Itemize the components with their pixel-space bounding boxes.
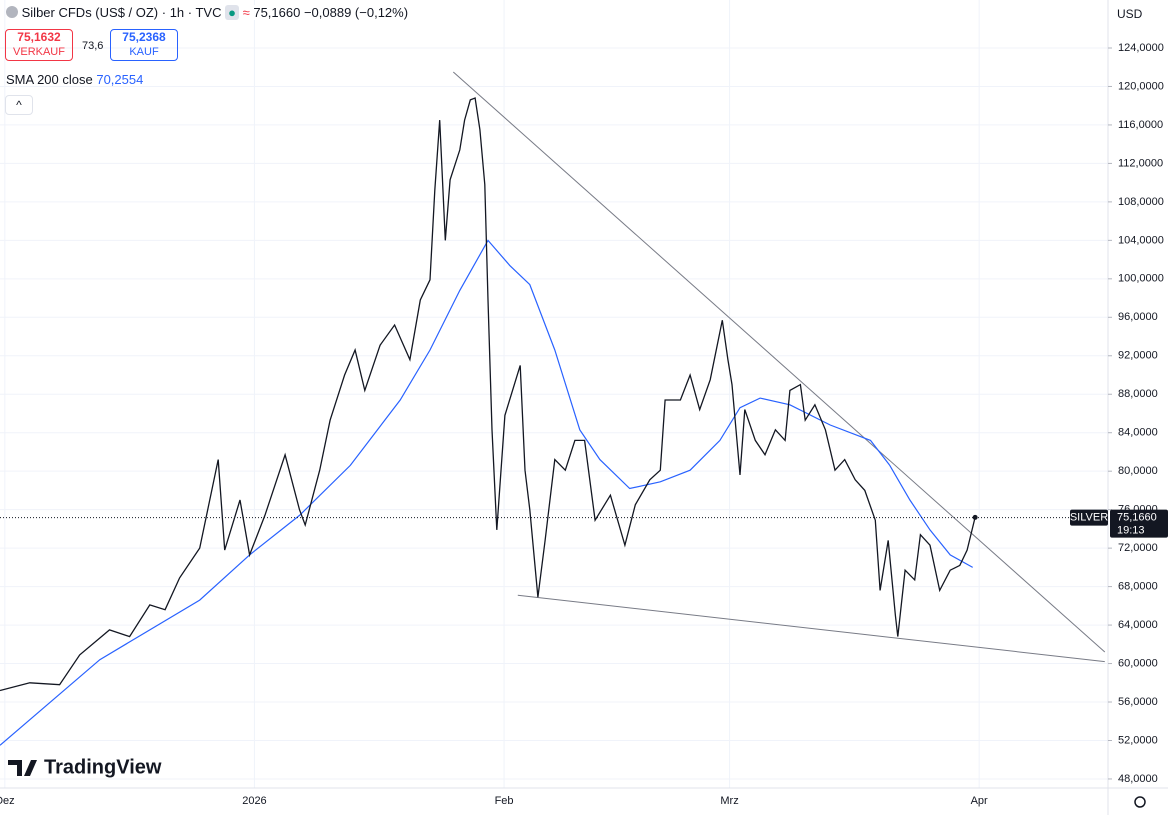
y-tick-label: 52,0000 xyxy=(1118,734,1158,746)
status-badge: ≈ xyxy=(242,5,250,20)
last-point xyxy=(972,514,978,520)
y-tick-label: 76,0000 xyxy=(1118,504,1158,516)
price-change: −0,0889 (−0,12%) xyxy=(303,5,409,20)
y-tick-label: 48,0000 xyxy=(1118,773,1158,785)
y-tick-label: 84,0000 xyxy=(1118,427,1158,439)
y-tick-label: 92,0000 xyxy=(1118,350,1158,362)
logo-text: TradingView xyxy=(44,756,162,778)
price-line xyxy=(0,97,976,692)
logo: TradingView xyxy=(8,756,162,778)
y-tick-label: 60,0000 xyxy=(1118,657,1158,669)
y-tick-label: 108,0000 xyxy=(1118,196,1164,208)
y-tick-label: 100,0000 xyxy=(1118,273,1164,285)
logo-mark xyxy=(8,760,37,776)
x-tick-label: Apr xyxy=(971,795,988,807)
x-tick-label: 2026 xyxy=(242,795,266,807)
collapse-button[interactable]: ^ xyxy=(5,95,33,115)
y-tick-label: 112,0000 xyxy=(1118,157,1163,169)
sell-button[interactable]: 75,1632 VERKAUF xyxy=(5,29,73,61)
buy-button[interactable]: 75,2368 KAUF xyxy=(110,29,178,61)
y-tick-label: 68,0000 xyxy=(1118,581,1158,593)
y-tick-label: 88,0000 xyxy=(1118,388,1158,400)
settings-icon[interactable] xyxy=(1134,796,1146,808)
time-axis-bg xyxy=(0,788,1168,815)
indicator-value: 70,2554 xyxy=(96,72,144,87)
symbol-icon xyxy=(6,6,18,18)
y-tick-label: 56,0000 xyxy=(1118,696,1158,708)
y-tick-label: 116,0000 xyxy=(1118,119,1163,131)
price-tag: 75,1660 xyxy=(1117,512,1157,524)
status-badge: ● xyxy=(225,5,239,20)
sma-line xyxy=(0,239,973,746)
price-axis-bg xyxy=(1108,0,1168,815)
countdown: 19:13 xyxy=(1117,525,1145,537)
trendline xyxy=(452,71,1106,653)
spread: 73,6 xyxy=(82,40,104,52)
y-tick-label: 124,0000 xyxy=(1118,42,1164,54)
x-tick-label: Feb xyxy=(495,795,514,807)
symbol-tag-bg xyxy=(1070,509,1108,526)
y-tick-label: 64,0000 xyxy=(1118,619,1158,631)
y-tick-label: 72,0000 xyxy=(1118,542,1158,554)
currency[interactable]: USD xyxy=(1117,7,1143,21)
header: Silber CFDs (US$ / OZ) · 1h · TVC ● ≈ 75… xyxy=(6,5,409,20)
trendline xyxy=(517,594,1105,663)
x-tick-label: Mrz xyxy=(720,795,738,807)
buy-label: KAUF xyxy=(129,46,159,58)
symbol-tag: SILVER xyxy=(1070,512,1108,524)
y-tick-label: 104,0000 xyxy=(1118,234,1164,246)
indicator-legend: SMA 200 close 70,2554 xyxy=(6,72,143,87)
indicator-name: SMA 200 close xyxy=(6,72,93,87)
buy-price: 75,2368 xyxy=(122,30,166,44)
y-tick-label: 96,0000 xyxy=(1118,311,1158,323)
last-price: 75,1660 xyxy=(253,5,301,20)
symbol-title: Silber CFDs (US$ / OZ) · 1h · TVC xyxy=(21,5,222,20)
sell-label: VERKAUF xyxy=(13,46,65,58)
y-tick-label: 80,0000 xyxy=(1118,465,1158,477)
price-tag-bg xyxy=(1110,509,1168,538)
x-tick-label: Dez xyxy=(0,795,15,807)
y-tick-label: 120,0000 xyxy=(1118,80,1164,92)
sell-price: 75,1632 xyxy=(17,30,61,44)
